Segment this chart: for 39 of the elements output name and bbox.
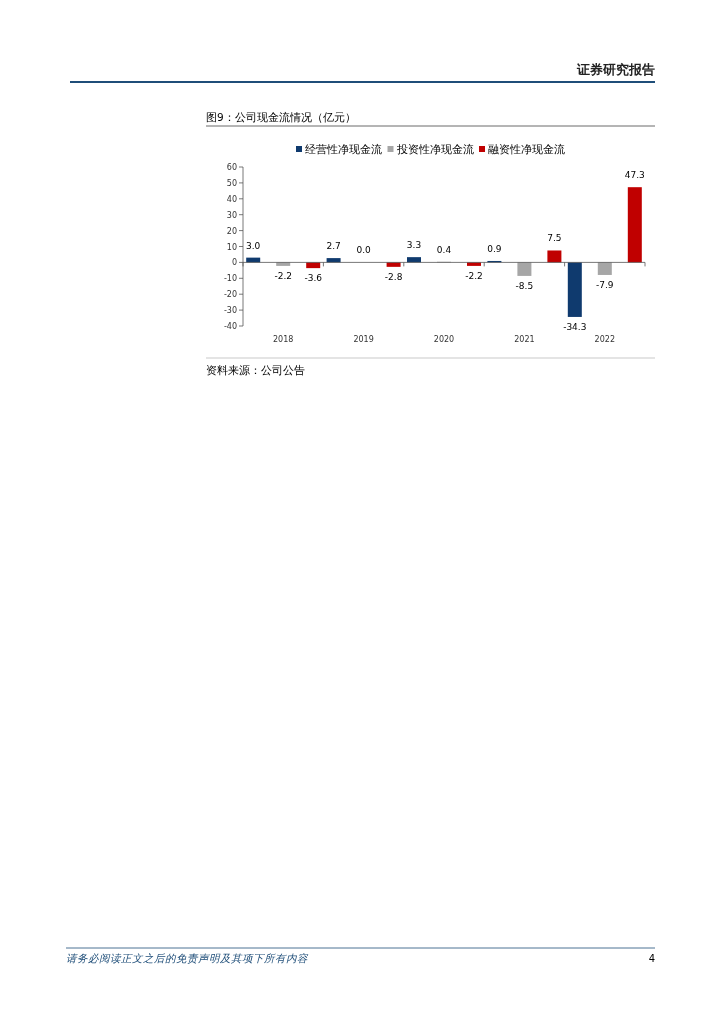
y-tick-label: -10 <box>223 274 237 284</box>
x-tick-label: 2021 <box>514 335 535 344</box>
x-tick-label: 2022 <box>594 335 615 344</box>
text: 证券研究报告 <box>576 62 655 77</box>
data-label: 3.0 <box>246 240 261 251</box>
y-tick-label: 30 <box>226 210 237 220</box>
y-tick-label: 50 <box>226 178 237 188</box>
x-tick-label: 2020 <box>433 335 455 344</box>
data-label: 3.3 <box>406 240 422 251</box>
data-label: -2.2 <box>465 270 483 281</box>
y-tick-label: -30 <box>223 306 237 316</box>
x-tick-label: 2019 <box>353 335 374 344</box>
data-label: 2.7 <box>326 241 341 252</box>
data-label: -8.5 <box>515 280 534 291</box>
y-tick-label: -40 <box>223 322 237 331</box>
y-tick-label: 10 <box>226 242 237 252</box>
y-tick-label: 40 <box>226 194 237 204</box>
data-label: -3.6 <box>304 273 323 284</box>
data-label: -34.3 <box>563 321 587 332</box>
chart-title: 图9：公司现金流情况（亿元） <box>206 111 356 123</box>
y-tick-label: -20 <box>223 290 237 300</box>
y-tick-label: 60 <box>226 163 237 172</box>
data-label: 0.4 <box>436 244 452 255</box>
data-label: 47.3 <box>624 170 645 181</box>
legend-label: 投资性净现金流 <box>395 143 474 155</box>
legend-label: 经营性净现金流 <box>305 143 382 155</box>
data-label: -2.2 <box>274 270 292 281</box>
data-label: -2.8 <box>384 271 403 282</box>
text: 请务必阅读正文之后的免责声明及其项下所有内容 <box>66 952 309 964</box>
legend-label: 融资性净现金流 <box>488 143 565 155</box>
y-tick-label: 20 <box>226 226 237 236</box>
text: 4 <box>648 953 655 964</box>
data-label: -7.9 <box>596 279 614 290</box>
text: 资料来源：公司公告 <box>206 364 305 376</box>
y-tick-label: 0 <box>231 258 237 268</box>
x-tick-label: 2018 <box>273 335 294 344</box>
data-label: 0.0 <box>356 245 372 256</box>
data-label: 7.5 <box>547 233 562 244</box>
data-label: 0.9 <box>487 243 502 254</box>
